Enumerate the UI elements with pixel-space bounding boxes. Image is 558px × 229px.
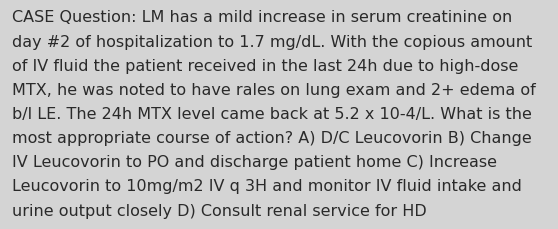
Text: IV Leucovorin to PO and discharge patient home C) Increase: IV Leucovorin to PO and discharge patien… [12,155,497,169]
Text: day #2 of hospitalization to 1.7 mg/dL. With the copious amount: day #2 of hospitalization to 1.7 mg/dL. … [12,34,532,49]
Text: urine output closely D) Consult renal service for HD: urine output closely D) Consult renal se… [12,203,427,218]
Text: most appropriate course of action? A) D/C Leucovorin B) Change: most appropriate course of action? A) D/… [12,131,532,145]
Text: MTX, he was noted to have rales on lung exam and 2+ edema of: MTX, he was noted to have rales on lung … [12,82,536,97]
Text: b/l LE. The 24h MTX level came back at 5.2 x 10-4/L. What is the: b/l LE. The 24h MTX level came back at 5… [12,106,532,121]
Text: Leucovorin to 10mg/m2 IV q 3H and monitor IV fluid intake and: Leucovorin to 10mg/m2 IV q 3H and monito… [12,179,522,194]
Text: of IV fluid the patient received in the last 24h due to high-dose: of IV fluid the patient received in the … [12,58,518,73]
Text: CASE Question: LM has a mild increase in serum creatinine on: CASE Question: LM has a mild increase in… [12,10,513,25]
